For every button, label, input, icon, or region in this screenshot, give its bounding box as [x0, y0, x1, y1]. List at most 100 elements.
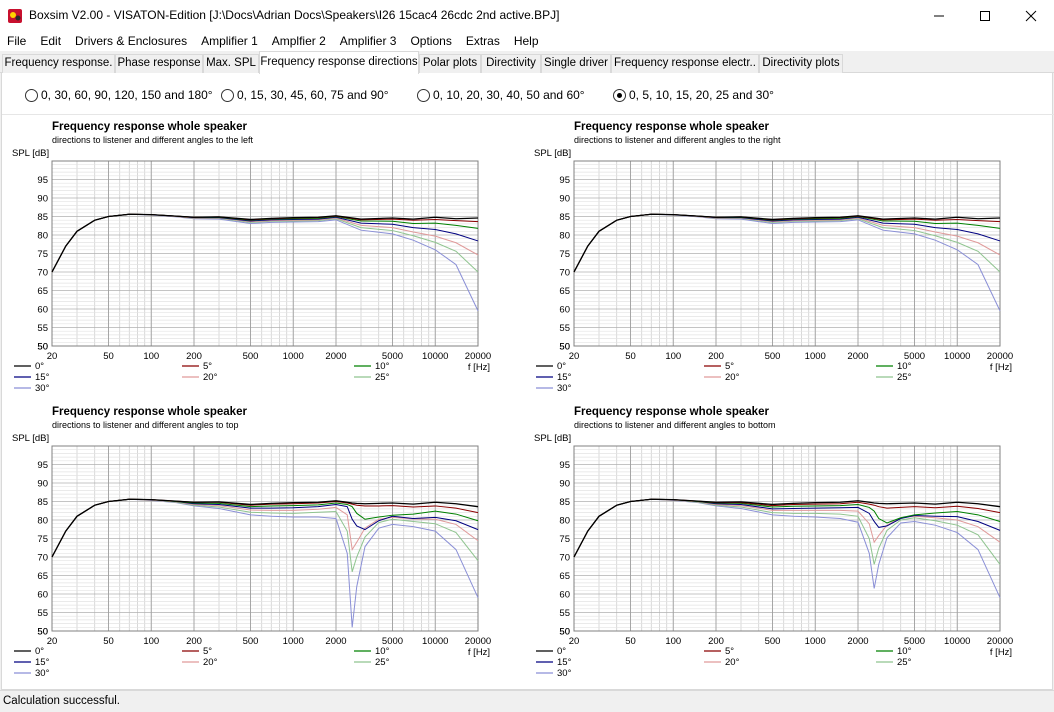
- menu-extras[interactable]: Extras: [465, 34, 500, 48]
- tab-strip: Frequency response. Phase response Max. …: [0, 51, 1054, 74]
- y-tick-label: 95: [37, 175, 48, 186]
- menu-options[interactable]: Options: [410, 34, 452, 48]
- legend-label: 5°: [725, 646, 734, 657]
- tab-frequency-response-directions[interactable]: Frequency response directions: [259, 51, 419, 74]
- y-tick-label: 80: [559, 231, 570, 242]
- y-axis-label: SPL [dB]: [12, 148, 49, 159]
- legend-label: 0°: [35, 646, 44, 657]
- plot-frame: [573, 160, 1001, 347]
- radio-angles-0-30[interactable]: 0, 5, 10, 15, 20, 25 and 30°: [613, 88, 774, 102]
- x-tick-label: 200: [186, 351, 202, 362]
- y-tick-label: 55: [559, 323, 570, 334]
- y-tick-label: 65: [559, 286, 570, 297]
- y-tick-label: 50: [559, 627, 570, 638]
- radio-button-icon[interactable]: [221, 88, 234, 102]
- y-tick-label: 80: [37, 516, 48, 527]
- tab-frequency-response-electrical[interactable]: Frequency response electr..: [611, 54, 759, 73]
- tab-directivity[interactable]: Directivity: [481, 54, 541, 73]
- y-tick-label: 75: [559, 249, 570, 260]
- menu-drivers-enclosures[interactable]: Drivers & Enclosures: [75, 34, 188, 48]
- y-tick-label: 60: [559, 305, 570, 316]
- x-tick-label: 20: [47, 636, 58, 647]
- x-axis-label: f [Hz]: [990, 647, 1012, 658]
- legend-label: 30°: [35, 668, 50, 679]
- menu-amplifier-2[interactable]: Amplfier 2: [271, 34, 326, 48]
- legend-label: 30°: [35, 383, 50, 394]
- legend-label: 0°: [557, 361, 566, 372]
- radio-button-icon[interactable]: [417, 88, 430, 102]
- radio-button-selected-icon[interactable]: [613, 88, 626, 102]
- legend-label: 10°: [375, 646, 390, 657]
- legend-label: 20°: [203, 657, 218, 668]
- tab-single-driver[interactable]: Single driver: [541, 54, 611, 73]
- radio-angles-0-60[interactable]: 0, 10, 20, 30, 40, 50 and 60°: [417, 88, 585, 102]
- legend-label: 5°: [203, 646, 212, 657]
- y-tick-label: 60: [37, 305, 48, 316]
- chart-title: Frequency response whole speaker: [574, 406, 769, 418]
- radio-angles-0-180[interactable]: 0, 30, 60, 90, 120, 150 and 180°: [25, 88, 213, 102]
- legend-label: 10°: [897, 646, 912, 657]
- chart-4: Frequency response whole speaker directio…: [534, 406, 1013, 679]
- minimize-icon[interactable]: [916, 0, 962, 31]
- y-axis-label: SPL [dB]: [12, 433, 49, 444]
- y-axis-label: SPL [dB]: [534, 148, 571, 159]
- maximize-icon[interactable]: [962, 0, 1008, 31]
- series-line-5deg: [573, 498, 1001, 558]
- y-tick-label: 85: [559, 212, 570, 223]
- frequency-response-charts: Frequency response whole speaker directio…: [12, 121, 1013, 679]
- tab-max-spl[interactable]: Max. SPL: [203, 54, 259, 73]
- chart-title: Frequency response whole speaker: [52, 121, 247, 133]
- x-tick-label: 5000: [382, 351, 403, 362]
- status-bar: Calculation successful.: [0, 690, 1054, 712]
- x-tick-label: 100: [143, 351, 159, 362]
- legend-label: 25°: [897, 372, 912, 383]
- menu-amplifier-1[interactable]: Amplifier 1: [201, 34, 258, 48]
- y-tick-label: 95: [559, 175, 570, 186]
- y-tick-label: 50: [37, 342, 48, 353]
- y-tick-label: 50: [37, 627, 48, 638]
- status-text: Calculation successful.: [3, 695, 120, 707]
- tab-phase-response[interactable]: Phase response: [115, 54, 203, 73]
- radio-angles-0-90[interactable]: 0, 15, 30, 45, 60, 75 and 90°: [221, 88, 389, 102]
- tab-polar-plots[interactable]: Polar plots: [419, 54, 481, 73]
- chart-3: Frequency response whole speaker directio…: [12, 406, 491, 679]
- menu-amplifier-3[interactable]: Amplifier 3: [339, 34, 397, 48]
- tab-frequency-response[interactable]: Frequency response.: [2, 54, 115, 73]
- chart-subtitle: directions to listener and different ang…: [574, 135, 781, 145]
- y-tick-label: 60: [37, 590, 48, 601]
- legend-label: 15°: [35, 657, 50, 668]
- x-tick-label: 200: [708, 351, 724, 362]
- legend-label: 5°: [725, 361, 734, 372]
- x-tick-label: 1000: [283, 351, 304, 362]
- y-tick-label: 75: [37, 534, 48, 545]
- x-tick-label: 50: [103, 351, 114, 362]
- menu-edit[interactable]: Edit: [40, 34, 62, 48]
- x-tick-label: 20: [47, 351, 58, 362]
- series-line-0deg: [51, 213, 479, 273]
- x-tick-label: 10000: [422, 636, 448, 647]
- x-tick-label: 500: [243, 351, 259, 362]
- x-axis-label: f [Hz]: [990, 362, 1012, 373]
- legend-label: 15°: [557, 372, 572, 383]
- legend-label: 25°: [375, 657, 390, 668]
- y-tick-label: 80: [559, 516, 570, 527]
- radio-label: 0, 15, 30, 45, 60, 75 and 90°: [237, 88, 389, 102]
- close-icon[interactable]: [1008, 0, 1054, 31]
- x-tick-label: 5000: [382, 636, 403, 647]
- x-tick-label: 500: [243, 636, 259, 647]
- plot-frame: [51, 445, 479, 632]
- x-tick-label: 100: [665, 351, 681, 362]
- window-title: Boxsim V2.00 - VISATON-Edition [J:\Docs\…: [29, 8, 560, 22]
- x-tick-label: 1000: [805, 636, 826, 647]
- y-tick-label: 55: [559, 608, 570, 619]
- chart-1: Frequency response whole speaker directio…: [12, 121, 491, 394]
- y-tick-label: 75: [559, 534, 570, 545]
- y-tick-label: 50: [559, 627, 570, 638]
- menu-file[interactable]: File: [7, 34, 27, 48]
- y-tick-label: 95: [559, 460, 570, 471]
- tab-directivity-plots[interactable]: Directivity plots: [759, 54, 843, 73]
- y-tick-label: 55: [37, 323, 48, 334]
- radio-button-icon[interactable]: [25, 88, 38, 102]
- menu-help[interactable]: Help: [513, 34, 539, 48]
- plot-frame: [51, 160, 479, 347]
